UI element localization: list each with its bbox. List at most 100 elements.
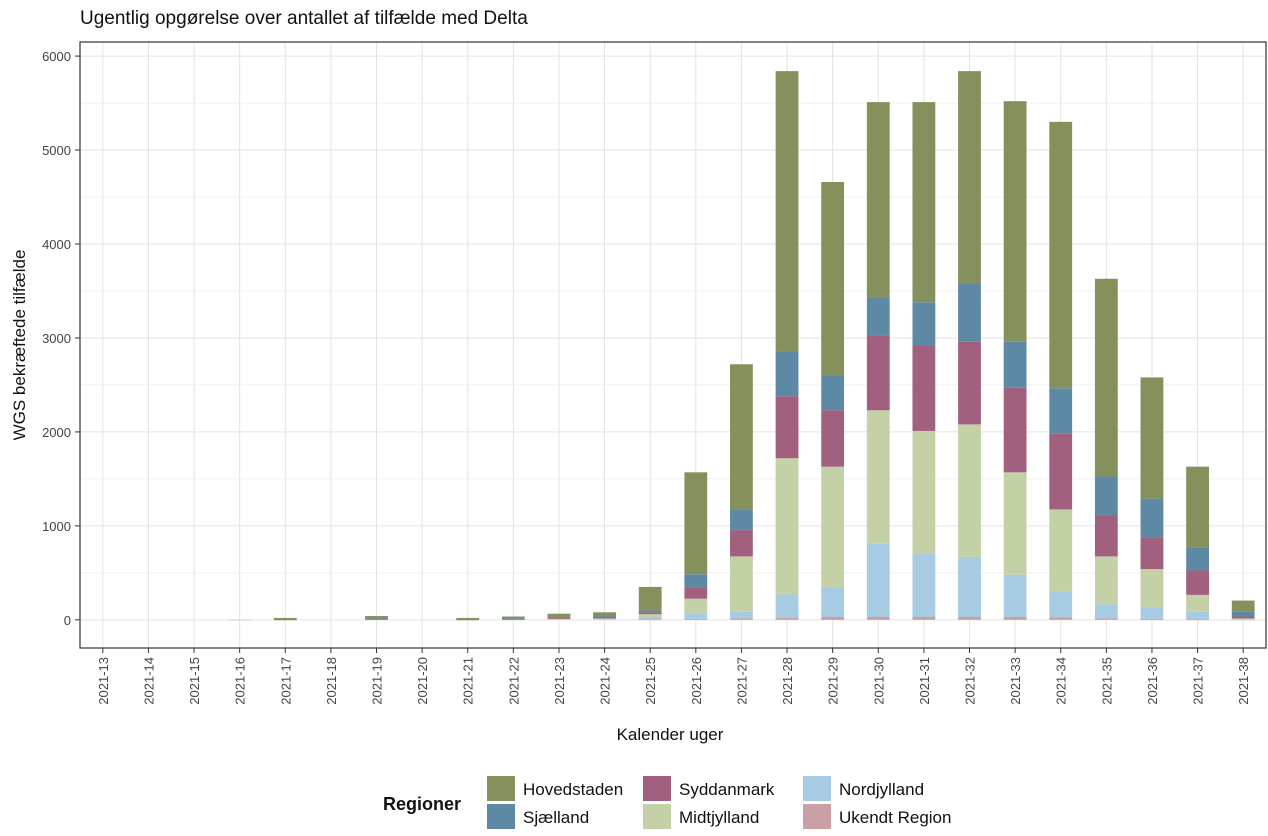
bar-segment	[912, 102, 936, 303]
bar-segment	[821, 181, 845, 376]
x-tick-label: 2021-14	[141, 657, 156, 705]
bar-segment	[684, 613, 708, 619]
x-tick-label: 2021-34	[1054, 657, 1069, 705]
bar-segment	[866, 102, 890, 298]
bar-segment	[775, 396, 799, 459]
bar-segment	[1140, 569, 1164, 608]
y-tick-label: 0	[64, 613, 71, 628]
bar-segment	[912, 302, 936, 346]
bar-segment	[1049, 617, 1073, 620]
x-tick-label: 2021-23	[552, 657, 567, 705]
x-tick-label: 2021-30	[871, 657, 886, 705]
bar-segment	[1231, 611, 1255, 617]
bar-segment	[501, 618, 525, 620]
x-tick-label: 2021-22	[506, 657, 521, 705]
bar-segment	[1186, 466, 1209, 548]
bar-segment	[775, 71, 799, 352]
x-tick-label: 2021-19	[370, 657, 385, 705]
legend-swatch	[487, 776, 515, 801]
grid-layer	[80, 42, 1266, 648]
bar-segment	[1094, 604, 1118, 619]
bar-segment	[912, 554, 936, 617]
bar-segment	[593, 612, 616, 617]
bar-segment	[730, 556, 753, 612]
bar-segment	[730, 364, 753, 510]
bar-segment	[684, 472, 708, 575]
bar-segment	[638, 616, 662, 620]
bar-segment	[684, 618, 708, 620]
bar-segment	[1140, 537, 1164, 570]
legend-swatch	[487, 804, 515, 829]
bar-segment	[365, 616, 388, 619]
bar-segment	[1003, 101, 1027, 342]
bar-segment	[1186, 619, 1209, 621]
bar-segment	[1140, 618, 1164, 620]
bar-segment	[1049, 121, 1073, 389]
bar-segment	[273, 619, 297, 620]
bar-segment	[821, 616, 845, 620]
bar-segment	[1140, 377, 1164, 499]
bar-segment	[912, 430, 936, 555]
legend-label: Ukendt Region	[839, 808, 952, 827]
bar-segment	[1003, 472, 1027, 575]
bar-segment	[1003, 387, 1027, 473]
y-tick-label: 2000	[42, 425, 71, 440]
bar-segment	[593, 616, 616, 619]
bar-segment	[1231, 618, 1255, 620]
bar-segment	[1094, 476, 1118, 516]
bar-segment	[775, 617, 799, 620]
bar-segment	[1049, 433, 1073, 510]
bar-segment	[775, 594, 799, 618]
bar-segment	[547, 616, 571, 618]
x-tick-label: 2021-21	[461, 657, 476, 705]
legend-title: Regioner	[383, 794, 462, 814]
x-tick-label: 2021-37	[1191, 657, 1206, 705]
bar-segment	[821, 375, 845, 411]
bar-segment	[365, 618, 388, 620]
bar-segment	[501, 616, 525, 619]
bar-segment	[684, 598, 708, 614]
x-tick-label: 2021-33	[1008, 657, 1023, 705]
bar-segment	[958, 616, 981, 620]
bar-segment	[593, 618, 616, 620]
legend-label: Midtjylland	[679, 808, 760, 827]
x-tick-label: 2021-36	[1145, 657, 1160, 705]
bar-segment	[1186, 570, 1209, 595]
bar-segment	[501, 619, 525, 621]
bar-segment	[730, 509, 753, 531]
bar-segment	[1140, 498, 1164, 538]
bar-segment	[638, 614, 662, 617]
bar-segment	[1094, 515, 1118, 557]
bar-segment	[1094, 556, 1118, 605]
bar-segment	[730, 611, 753, 619]
bar-segment	[866, 335, 890, 411]
bar-segment	[638, 612, 662, 615]
bar-segment	[958, 556, 981, 617]
bars-layer	[228, 71, 1255, 621]
bar-segment	[1003, 341, 1027, 388]
bar-segment	[1003, 616, 1027, 620]
bar-segment	[730, 530, 753, 557]
bar-segment	[547, 618, 571, 620]
bar-segment	[365, 619, 388, 621]
bar-segment	[638, 586, 662, 611]
x-tick-label: 2021-20	[415, 657, 430, 705]
chart-title: Ugentlig opgørelse over antallet af tilf…	[80, 8, 528, 29]
bar-segment	[1049, 591, 1073, 618]
bar-segment	[1049, 509, 1073, 592]
bar-segment	[1186, 547, 1209, 571]
x-tick-label: 2021-16	[233, 657, 248, 705]
legend-label: Hovedstaden	[523, 780, 624, 799]
bar-segment	[866, 410, 890, 544]
legend-swatch	[803, 776, 831, 801]
bar-segment	[638, 619, 662, 621]
legend-label: Sjælland	[523, 808, 590, 827]
x-tick-label: 2021-25	[643, 657, 658, 705]
bar-segment	[456, 617, 480, 620]
bar-segment	[821, 410, 845, 467]
x-tick-label: 2021-13	[96, 657, 111, 705]
x-tick-label: 2021-24	[598, 657, 613, 705]
legend-swatch	[643, 776, 671, 801]
bar-segment	[775, 458, 799, 595]
x-tick-label: 2021-38	[1236, 657, 1251, 705]
